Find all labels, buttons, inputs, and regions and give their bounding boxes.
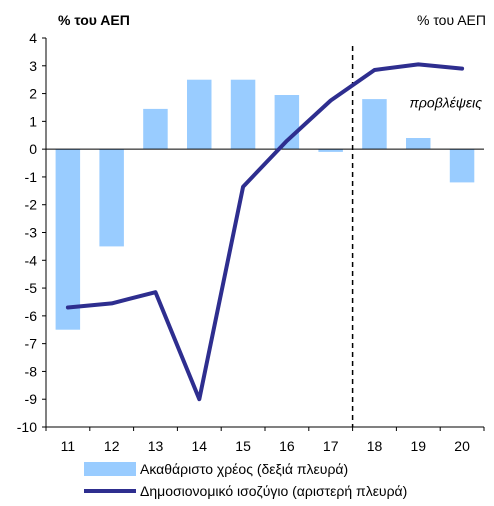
x-tick-label: 18 [367,438,383,454]
y-tick-label: 2 [29,86,37,102]
balance-line [65,62,465,402]
legend-swatch-bar [84,462,136,476]
x-tick-label: 19 [411,438,427,454]
bar-12 [99,149,124,247]
x-tick-label: 11 [61,438,76,454]
x-tick-label: 20 [454,438,470,454]
y-tick-label: -1 [25,169,38,185]
y-tick-label: -5 [25,280,38,296]
bar-20 [449,149,475,183]
y-tick-label: 1 [29,113,37,129]
left-axis-title: % του ΑΕΠ [58,12,130,28]
legend-label-line: Δημοσιονομικό ισοζύγιο (αριστερή πλευρά) [140,483,408,499]
bar-19 [406,138,431,150]
y-tick-label: -4 [25,252,38,268]
x-tick-label: 15 [235,438,251,454]
y-tick-label: 4 [29,30,37,46]
forecast-label: προβλέψεις [410,94,483,110]
bar-11 [55,149,81,330]
y-tick-label: -7 [25,336,38,352]
legend-item-bar: Ακαθάριστο χρέος (δεξιά πλευρά) [84,458,407,480]
bar-18 [362,99,387,150]
y-tick-label: -2 [25,197,38,213]
y-tick-label: -10 [17,419,37,435]
right-axis-title: % του ΑΕΠ [416,12,486,28]
x-tick-label: 14 [192,438,208,454]
x-tick-label: 16 [279,438,295,454]
bar-14 [187,79,212,150]
y-tick-label: -8 [25,363,38,379]
y-tick-label: -9 [25,391,38,407]
legend-item-line: Δημοσιονομικό ισοζύγιο (αριστερή πλευρά) [84,480,407,502]
x-tick-label: 17 [323,438,339,454]
y-tick-label: 3 [29,58,37,74]
x-tick-label: 12 [104,438,120,454]
x-tick-label: 13 [148,438,164,454]
y-tick-label: 0 [29,141,37,157]
legend-label-bar: Ακαθάριστο χρέος (δεξιά πλευρά) [140,461,349,477]
bar-13 [143,108,168,150]
bar-15 [230,79,256,150]
y-tick-label: -3 [25,225,38,241]
bar-17 [318,149,343,152]
legend-swatch-line [84,489,136,493]
y-tick-label: -6 [25,308,38,324]
legend: Ακαθάριστο χρέος (δεξιά πλευρά) Δημοσιον… [84,458,407,502]
